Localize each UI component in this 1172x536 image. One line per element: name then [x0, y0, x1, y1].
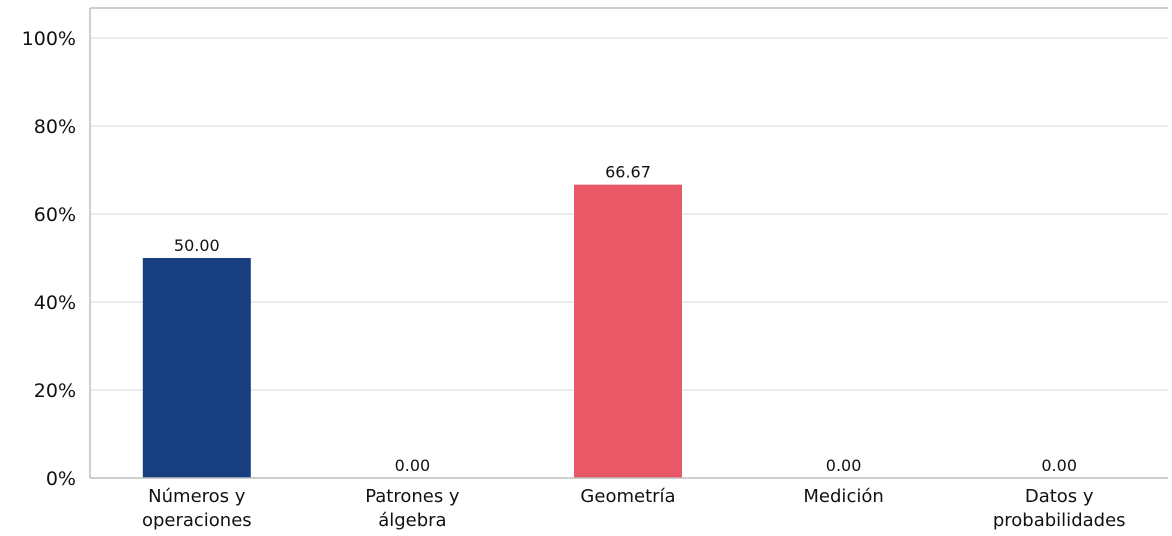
- y-tick-label: 0%: [46, 468, 76, 490]
- bars: [142, 184, 682, 479]
- x-tick-label: Geometría: [580, 486, 675, 507]
- x-tick-label: Números y operaciones: [142, 486, 252, 531]
- data-label: 50.00: [174, 236, 220, 255]
- x-tick-label-line: Datos y: [1025, 486, 1094, 507]
- axes: [89, 7, 1168, 479]
- data-labels: 50.00 0.00 66.67 0.00 0.00: [174, 163, 1077, 475]
- x-tick-label-line: Números y: [148, 486, 246, 507]
- y-tick-label: 100%: [22, 28, 76, 50]
- y-axis-tick-labels: 0% 20% 40% 60% 80% 100%: [22, 28, 76, 490]
- y-tick-label: 20%: [34, 380, 76, 402]
- x-tick-label: Medición: [803, 486, 883, 507]
- x-tick-label: Datos y probabilidades: [993, 486, 1126, 531]
- x-tick-label-line: Medición: [803, 486, 883, 507]
- x-tick-label-line: Patrones y: [365, 486, 460, 507]
- x-tick-label-line: álgebra: [378, 510, 446, 531]
- bar: [574, 184, 682, 479]
- x-tick-label-line: probabilidades: [993, 510, 1126, 531]
- data-label: 0.00: [1041, 456, 1077, 475]
- x-tick-label-line: Geometría: [580, 486, 675, 507]
- data-label: 0.00: [826, 456, 862, 475]
- y-tick-label: 80%: [34, 116, 76, 138]
- x-tick-label-line: operaciones: [142, 510, 252, 531]
- data-label: 66.67: [605, 163, 651, 182]
- y-tick-label: 60%: [34, 204, 76, 226]
- data-label: 0.00: [395, 456, 431, 475]
- y-tick-label: 40%: [34, 292, 76, 314]
- x-axis-tick-labels: Números y operaciones Patrones y álgebra Geo…: [142, 486, 1126, 531]
- bar: [142, 258, 251, 478]
- x-tick-label: Patrones y álgebra: [365, 486, 460, 531]
